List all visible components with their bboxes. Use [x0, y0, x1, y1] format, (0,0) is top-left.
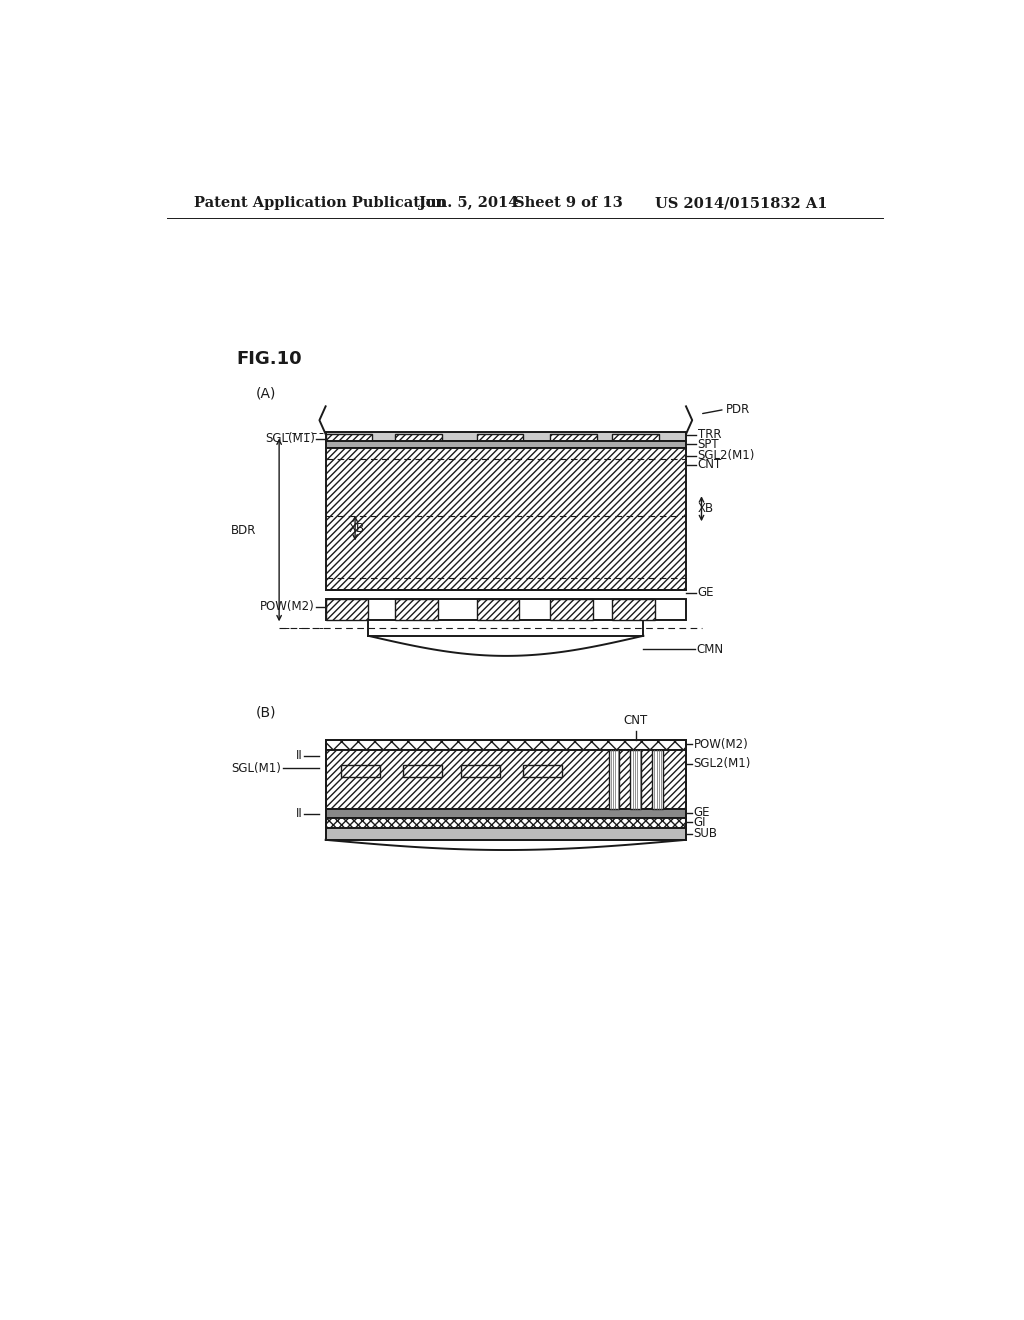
Bar [326, 447, 686, 590]
Text: CNT: CNT [697, 458, 722, 471]
Bar [326, 599, 686, 620]
Bar [630, 750, 641, 809]
Text: Sheet 9 of 13: Sheet 9 of 13 [514, 197, 623, 210]
Text: CNT: CNT [624, 714, 648, 727]
Text: (A): (A) [256, 387, 276, 400]
Text: Patent Application Publication: Patent Application Publication [194, 197, 445, 210]
Text: FIG.10: FIG.10 [237, 350, 302, 367]
Bar [612, 434, 658, 444]
Text: (B): (B) [256, 706, 276, 719]
Bar [326, 739, 686, 840]
Text: XB: XB [349, 521, 365, 535]
Text: XB: XB [697, 502, 714, 515]
Text: GE: GE [693, 807, 711, 820]
Text: Jun. 5, 2014: Jun. 5, 2014 [419, 197, 518, 210]
Bar [326, 434, 372, 444]
Bar [395, 434, 442, 444]
Text: SGL2(M1): SGL2(M1) [697, 449, 755, 462]
Text: TRR: TRR [697, 428, 721, 441]
Bar [461, 766, 500, 777]
Bar [608, 750, 620, 809]
Text: SGL(M1): SGL(M1) [231, 762, 282, 775]
Bar [403, 766, 442, 777]
Bar [341, 766, 380, 777]
Text: SGL(M1): SGL(M1) [265, 432, 314, 445]
Bar [395, 599, 438, 620]
Text: SGL2(M1): SGL2(M1) [693, 758, 752, 770]
Text: POW(M2): POW(M2) [693, 738, 749, 751]
Text: PDR: PDR [726, 403, 751, 416]
Bar [326, 432, 686, 441]
Text: BDR: BDR [230, 524, 256, 537]
Text: CMN: CMN [697, 643, 724, 656]
Text: GI: GI [693, 816, 707, 829]
Bar [612, 599, 655, 620]
Text: POW(M2): POW(M2) [260, 601, 314, 612]
Bar [326, 750, 686, 809]
Bar [326, 739, 686, 750]
Bar [477, 434, 523, 444]
Bar [477, 599, 519, 620]
Bar [652, 750, 663, 809]
Bar [326, 441, 686, 447]
Bar [326, 809, 686, 818]
Text: II: II [296, 807, 302, 820]
Text: SPT: SPT [697, 437, 719, 450]
Text: II: II [296, 750, 302, 763]
Bar [326, 599, 369, 620]
Bar [326, 828, 686, 840]
Text: GE: GE [697, 586, 714, 599]
Text: SUB: SUB [693, 828, 718, 841]
Bar [326, 818, 686, 828]
Bar [550, 434, 597, 444]
Bar [550, 599, 593, 620]
Text: US 2014/0151832 A1: US 2014/0151832 A1 [655, 197, 827, 210]
Bar [523, 766, 562, 777]
